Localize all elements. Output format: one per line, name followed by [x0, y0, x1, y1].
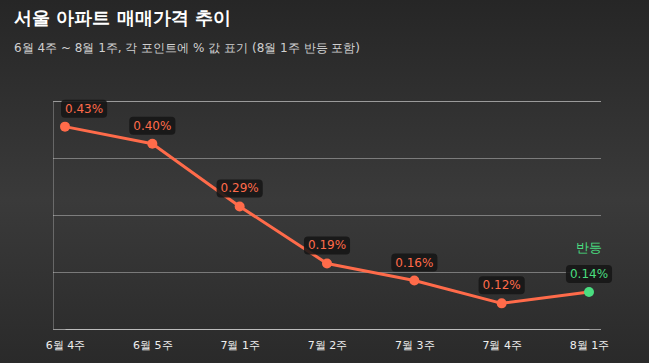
- x-tick: 6월 4주: [46, 329, 86, 352]
- y-axis: [53, 102, 601, 330]
- data-label-bg: [391, 254, 437, 272]
- marker: [584, 287, 594, 297]
- y-tick: [53, 329, 601, 330]
- x-tick-label: 6월 4주: [46, 339, 86, 352]
- x-tick-label: 7월 4주: [482, 339, 521, 352]
- title: 서울 아파트 매매가격 추이: [14, 7, 231, 28]
- data-label: 0.16%: [395, 256, 433, 270]
- data-label-group: 0.43%: [61, 100, 107, 118]
- grid-line: [53, 329, 601, 330]
- data-label-group: 0.16%: [391, 254, 437, 272]
- data-label: 0.14%: [570, 267, 608, 281]
- data-label-group: 0.12%: [479, 276, 525, 294]
- data-label: 0.40%: [133, 119, 171, 133]
- data-label: 0.12%: [483, 278, 521, 292]
- y-tick: [53, 272, 601, 273]
- x-tick: 7월 2주: [308, 329, 348, 352]
- x-tick: 8월 1주: [570, 329, 610, 352]
- subtitle: 6월 4주 ~ 8월 1주, 각 포인트에 % 값 표기 (8월 1주 반등 포…: [14, 41, 360, 55]
- grid-line: [53, 158, 601, 159]
- data-label-bg: [304, 236, 350, 254]
- data-label-bg: [217, 179, 263, 197]
- y-tick: [53, 158, 601, 159]
- x-tick-label: 7월 3주: [395, 339, 435, 352]
- data-label: 0.29%: [221, 181, 259, 195]
- data-label-group: 0.40%: [129, 117, 175, 135]
- data-label-group: 0.14%: [566, 265, 612, 283]
- chart: 서울 아파트 매매가격 추이 6월 4주 ~ 8월 1주, 각 포인트에 % 값 …: [0, 0, 649, 363]
- line: [65, 127, 589, 304]
- y-tick: [53, 215, 601, 216]
- marker: [497, 298, 507, 308]
- y-tick: [53, 101, 601, 102]
- grid-line: [53, 215, 601, 216]
- data-labels: 0.43% 0.40% 0.29% 0.19% 0.16% 0.12% 0.14%: [61, 100, 612, 295]
- x-tick-label: 6월 5주: [133, 339, 173, 352]
- y-axis-line: [54, 102, 602, 330]
- x-tick-label: 7월 2주: [308, 339, 348, 352]
- x-axis-line: [66, 329, 590, 330]
- marker: [409, 276, 419, 286]
- data-label: 0.43%: [65, 102, 103, 116]
- marker: [235, 201, 245, 211]
- grid-line: [53, 272, 601, 273]
- data-label: 0.19%: [308, 238, 346, 252]
- data-label-bg: [129, 117, 175, 135]
- data-label-bg: [61, 100, 107, 118]
- data-label-group: 0.19%: [304, 236, 350, 254]
- x-tick: 7월 1주: [220, 329, 260, 352]
- marker: [147, 139, 157, 149]
- background: [0, 0, 649, 363]
- x-tick-label: 8월 1주: [570, 339, 610, 352]
- annotation: 반등: [576, 240, 602, 255]
- grid-line: [53, 101, 601, 102]
- data-label-bg: [479, 276, 525, 294]
- x-axis: 6월 4주 6월 5주 7월 1주 7월 2주 7월 3주 7월 4주 8월 1주: [46, 329, 610, 352]
- x-tick: 7월 3주: [395, 329, 435, 352]
- marker: [322, 258, 332, 268]
- marker: [60, 122, 70, 132]
- data-label-bg: [566, 265, 612, 283]
- x-tick: 7월 4주: [482, 329, 521, 352]
- data-label-group: 0.29%: [217, 179, 263, 197]
- x-tick: 6월 5주: [133, 329, 173, 352]
- plot-area: [60, 122, 594, 309]
- x-tick-label: 7월 1주: [220, 339, 260, 352]
